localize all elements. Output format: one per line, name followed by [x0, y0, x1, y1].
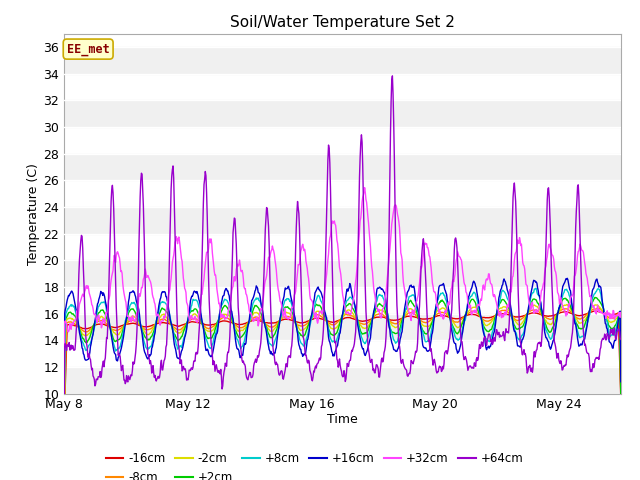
Bar — [64, 260, 621, 287]
Bar — [64, 154, 621, 180]
X-axis label: Time: Time — [327, 413, 358, 426]
Bar — [64, 100, 621, 127]
Bar — [64, 367, 621, 394]
Title: Soil/Water Temperature Set 2: Soil/Water Temperature Set 2 — [230, 15, 455, 30]
Bar — [64, 47, 621, 73]
Text: EE_met: EE_met — [67, 43, 109, 56]
Bar — [64, 207, 621, 234]
Bar — [64, 313, 621, 340]
Y-axis label: Temperature (C): Temperature (C) — [28, 163, 40, 264]
Legend: -16cm, -8cm, -2cm, +2cm, +8cm, +16cm, +32cm, +64cm: -16cm, -8cm, -2cm, +2cm, +8cm, +16cm, +3… — [101, 447, 528, 480]
